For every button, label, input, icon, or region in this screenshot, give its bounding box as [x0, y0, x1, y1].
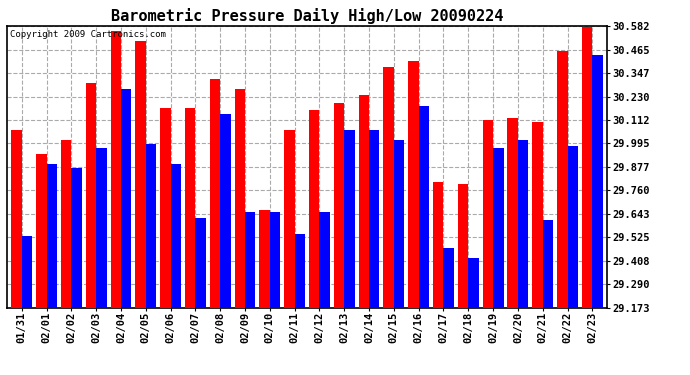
Title: Barometric Pressure Daily High/Low 20090224: Barometric Pressure Daily High/Low 20090…	[111, 8, 503, 24]
Bar	[135, 40, 146, 308]
Bar	[71, 168, 82, 308]
Bar	[419, 106, 429, 308]
Bar	[146, 144, 156, 308]
Bar	[22, 236, 32, 308]
Bar	[518, 140, 529, 308]
Bar	[543, 220, 553, 308]
Bar	[344, 130, 355, 308]
Bar	[384, 67, 394, 308]
Bar	[61, 140, 71, 308]
Bar	[433, 182, 444, 308]
Bar	[86, 82, 96, 308]
Bar	[458, 184, 469, 308]
Bar	[160, 108, 170, 307]
Bar	[270, 212, 280, 308]
Bar	[309, 111, 319, 308]
Bar	[557, 51, 567, 308]
Bar	[110, 31, 121, 308]
Bar	[359, 94, 369, 308]
Bar	[170, 164, 181, 308]
Bar	[469, 258, 479, 308]
Bar	[11, 130, 22, 308]
Bar	[96, 148, 107, 308]
Bar	[592, 55, 603, 308]
Bar	[36, 154, 47, 308]
Bar	[507, 118, 518, 308]
Bar	[259, 210, 270, 308]
Bar	[220, 114, 230, 308]
Bar	[444, 248, 454, 308]
Bar	[319, 212, 330, 308]
Bar	[483, 120, 493, 308]
Bar	[185, 108, 195, 307]
Bar	[408, 61, 419, 308]
Bar	[334, 102, 344, 308]
Bar	[394, 140, 404, 308]
Bar	[567, 146, 578, 308]
Bar	[582, 27, 592, 308]
Bar	[121, 88, 131, 308]
Bar	[369, 130, 380, 308]
Bar	[235, 88, 245, 308]
Bar	[284, 130, 295, 308]
Text: Copyright 2009 Cartronics.com: Copyright 2009 Cartronics.com	[10, 30, 166, 39]
Bar	[295, 234, 305, 308]
Bar	[195, 218, 206, 308]
Bar	[47, 164, 57, 308]
Bar	[210, 78, 220, 308]
Bar	[532, 123, 543, 308]
Bar	[493, 148, 504, 308]
Bar	[245, 212, 255, 308]
